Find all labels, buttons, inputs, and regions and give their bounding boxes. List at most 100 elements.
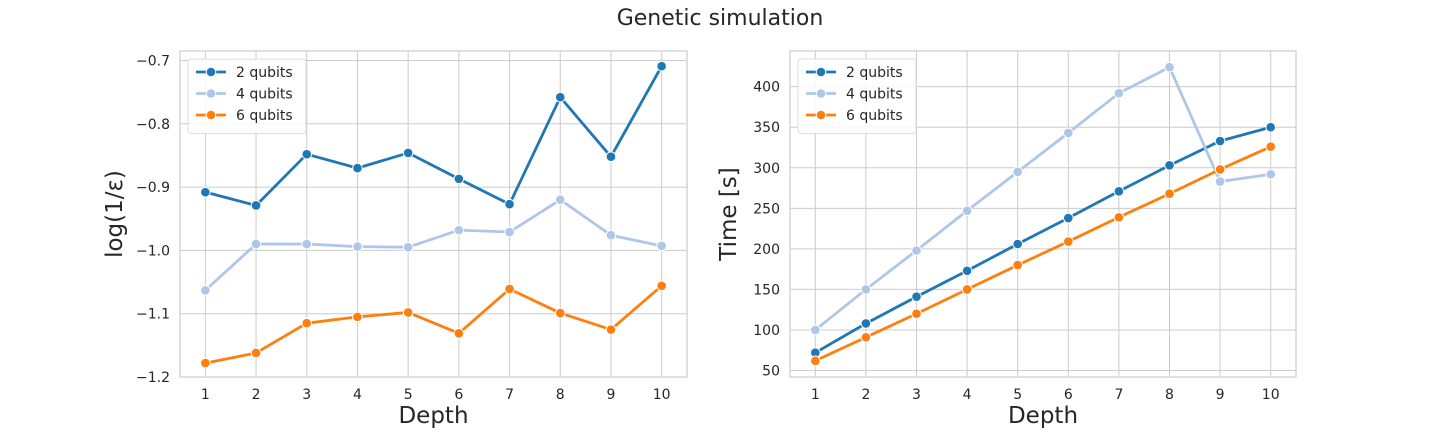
legend-label: 4 qubits	[236, 87, 293, 103]
data-point-6-qubits	[1214, 164, 1226, 175]
data-point-2-qubits	[860, 318, 872, 329]
data-point-2-qubits	[656, 60, 667, 72]
data-point-2-qubits	[1063, 212, 1074, 224]
data-point-6-qubits	[504, 283, 515, 295]
data-point-4-qubits	[301, 238, 313, 250]
x-tick-label: 8	[1165, 387, 1174, 403]
data-point-6-qubits	[1012, 259, 1024, 271]
chart-panel-1: 1 2 3 4 5 6 7 8 9 10 −1.2 −1.1 −1.0 −0.9 −0.8 −0.7 Depth…	[102, 50, 688, 429]
data-point-4-qubits	[1214, 176, 1226, 187]
legend-label: 6 qubits	[846, 108, 903, 124]
data-point-2-qubits	[1164, 160, 1175, 171]
legend-label: 2 qubits	[846, 65, 903, 81]
data-point-4-qubits	[402, 241, 414, 253]
x-tick-label: 6	[1064, 387, 1073, 403]
data-point-4-qubits	[961, 205, 973, 217]
data-point-2-qubits	[1113, 185, 1125, 197]
data-point-6-qubits	[911, 308, 922, 320]
series-line-4-qubits	[814, 65, 1271, 332]
data-point-6-qubits	[1113, 211, 1125, 223]
x-tick-label: 6	[454, 387, 463, 403]
y-tick-label: 300	[753, 161, 780, 177]
data-point-6-qubits	[860, 331, 872, 343]
series-line-2-qubits	[814, 125, 1272, 354]
data-point-4-qubits	[1113, 87, 1125, 99]
legend: 2 qubits 4 qubits 6 qubits	[797, 58, 917, 134]
data-point-2-qubits	[1012, 238, 1024, 250]
x-tick-label: 2	[861, 387, 870, 403]
x-tick-label: 7	[505, 387, 514, 403]
x-tick-label: 1	[201, 387, 210, 403]
data-point-2-qubits	[504, 198, 515, 210]
data-point-4-qubits	[860, 284, 872, 295]
y-axis-label: log(1/ε)	[102, 170, 128, 258]
chart-panel-2: 1 2 3 4 5 6 7 8 9 10 50 100 150 200 250 300 350 400 Depth T…	[716, 50, 1297, 429]
plot-frame	[789, 50, 1297, 378]
y-tick-label: −0.8	[136, 117, 170, 133]
data-point-4-qubits	[453, 224, 465, 236]
x-tick-label: 5	[404, 387, 413, 403]
x-tick-label: 9	[1216, 387, 1225, 403]
data-point-6-qubits	[554, 307, 566, 319]
data-point-2-qubits	[453, 173, 465, 185]
data-point-4-qubits	[1063, 127, 1074, 139]
data-point-4-qubits	[554, 194, 566, 206]
data-point-4-qubits	[810, 324, 821, 336]
x-axis-label: Depth	[1008, 403, 1078, 429]
legend-label: 6 qubits	[236, 108, 293, 124]
data-point-4-qubits	[504, 226, 515, 238]
legend: 2 qubits 4 qubits 6 qubits	[187, 58, 307, 134]
y-axis-label: Time [s]	[716, 167, 742, 262]
data-point-4-qubits	[1265, 168, 1276, 180]
x-tick-label: 2	[252, 387, 261, 403]
data-point-2-qubits	[554, 91, 566, 103]
legend-marker	[205, 66, 217, 78]
data-point-2-qubits	[1214, 135, 1226, 147]
data-point-6-qubits	[810, 355, 821, 367]
legend-marker	[815, 88, 827, 99]
data-point-6-qubits	[453, 328, 465, 339]
data-point-6-qubits	[1063, 236, 1074, 247]
x-tick-label: 10	[653, 387, 671, 403]
data-point-2-qubits	[301, 148, 313, 160]
y-tick-label: −1.2	[136, 370, 170, 386]
series-line-6-qubits	[814, 145, 1272, 363]
y-tick-label: −0.7	[136, 53, 170, 69]
data-point-2-qubits	[961, 265, 973, 277]
data-point-6-qubits	[200, 357, 211, 369]
data-point-4-qubits	[250, 238, 262, 250]
data-point-2-qubits	[605, 151, 617, 163]
legend-label: 4 qubits	[846, 87, 903, 103]
x-axis-label: Depth	[398, 403, 468, 429]
y-tick-label: 200	[753, 242, 780, 258]
y-tick-label: −0.9	[136, 180, 170, 196]
x-tick-label: 10	[1262, 387, 1280, 403]
y-tick-label: −1.1	[136, 307, 170, 323]
legend-marker	[205, 109, 217, 121]
data-point-6-qubits	[352, 311, 363, 323]
data-point-4-qubits	[1012, 166, 1024, 178]
x-tick-label: 3	[302, 387, 311, 403]
data-point-4-qubits	[605, 229, 617, 241]
plot-frame	[179, 50, 688, 378]
series-line-2-qubits	[204, 65, 663, 207]
data-point-6-qubits	[961, 284, 973, 295]
x-tick-label: 5	[1013, 387, 1022, 403]
data-point-6-qubits	[250, 347, 262, 359]
x-tick-label: 7	[1114, 387, 1123, 403]
data-point-4-qubits	[1164, 61, 1175, 73]
x-tick-label: 3	[912, 387, 921, 403]
y-tick-label: 350	[753, 120, 780, 136]
x-tick-label: 4	[963, 387, 972, 403]
legend-marker	[815, 66, 827, 78]
series-line-4-qubits	[204, 198, 662, 292]
data-point-4-qubits	[200, 284, 211, 296]
data-point-2-qubits	[402, 147, 414, 159]
data-point-2-qubits	[250, 200, 262, 211]
data-point-6-qubits	[605, 324, 617, 335]
data-point-2-qubits	[911, 291, 922, 303]
y-tick-label: 50	[762, 364, 780, 380]
y-tick-label: 100	[753, 323, 780, 339]
data-point-6-qubits	[301, 317, 313, 329]
